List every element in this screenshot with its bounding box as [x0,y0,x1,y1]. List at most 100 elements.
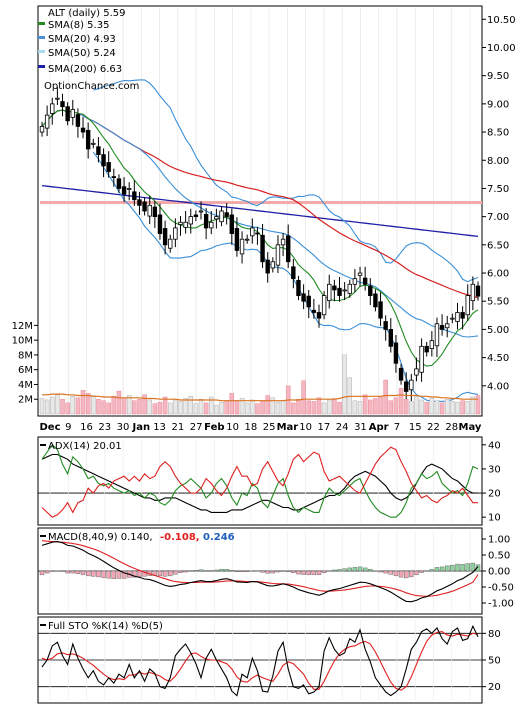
volume-bar [220,402,224,414]
osc-tick-label: 0.50 [488,551,510,562]
candle-up [451,318,455,319]
volume-bar [440,403,444,414]
candle-up [358,273,362,275]
adx-title-swatch [40,444,46,446]
date-tick-label: 13 [153,422,166,433]
volume-bar [158,402,162,414]
candle-down [76,115,80,127]
macd-hist-label: 0.246 [203,532,235,543]
date-tick-label: 24 [336,422,349,433]
candle-down [204,214,208,228]
date-tick-label: 15 [409,422,422,433]
candle-up [148,205,152,216]
candle-down [404,382,408,392]
volume-bar [276,402,280,414]
candle-up [91,143,95,144]
candle-up [45,115,49,128]
volume-bar [476,396,480,414]
macd-histogram-bar [348,568,352,571]
candle-up [56,98,60,99]
volume-bar [409,401,413,414]
osc-tick-label: 50 [488,656,501,667]
price-tick-label: 7.00 [487,212,509,223]
macd-histogram-bar [209,570,213,571]
volume-bar [322,403,326,414]
volume-bar [96,399,100,414]
macd-histogram-bar [266,571,270,573]
volume-bar [261,401,265,414]
candle-up [245,239,249,240]
macd-histogram-bar [358,567,362,571]
volume-bar [76,398,80,414]
macd-histogram-bar [240,571,244,572]
macd-histogram-bar [163,571,167,576]
volume-bar [86,393,90,414]
legend-swatch-sma50 [38,50,45,53]
volume-bar [466,401,470,414]
candle-down [461,313,465,319]
candle-down [61,102,65,107]
price-tick-label: 9.50 [487,71,509,82]
price-tick-label: 8.50 [487,128,509,139]
macd-histogram-bar [86,571,90,576]
macd-histogram-bar [137,571,141,577]
macd-histogram-bar [384,571,388,573]
date-tick-label: 7 [394,422,400,433]
macd-histogram-bar [261,571,265,572]
macd-histogram-bar [409,571,413,577]
macd-histogram-bar [117,571,121,578]
volume-bar [317,398,321,414]
candle-down [261,235,265,262]
candle-down [302,294,306,301]
candle-up [271,262,275,268]
date-tick-label: 22 [427,422,440,433]
volume-bar [153,404,157,414]
candle-up [40,126,44,132]
volume-tick-label: 6M [18,365,33,376]
candle-up [276,245,280,265]
volume-bar [327,400,331,414]
macd-histogram-bar [220,569,224,571]
candle-up [445,324,449,328]
macd-histogram-bar [394,571,398,576]
candle-up [466,296,470,315]
legend-sma8: SMA(8) 5.35 [48,20,109,31]
date-tick-label: 10 [299,422,312,433]
date-tick-label: 25 [263,422,276,433]
candle-down [286,236,290,262]
volume-bar [112,396,116,414]
price-tick-label: 8.00 [487,156,509,167]
volume-bar [312,401,316,414]
volume-bar [266,396,270,414]
macd-histogram-bar [317,571,321,575]
candle-down [143,202,147,211]
macd-histogram-bar [204,570,208,571]
macd-histogram-bar [332,570,336,571]
candle-down [86,130,90,149]
watermark: OptionChance.com [44,81,139,92]
price-tick-label: 9.00 [487,99,509,110]
macd-title-swatch [40,535,46,537]
volume-bar [368,400,372,414]
macd-histogram-bar [414,571,418,575]
price-tick-label: 10.50 [487,15,516,26]
candle-up [456,313,460,322]
candle-down [163,228,167,244]
volume-bar [132,401,136,414]
osc-tick-label: -1.00 [488,599,514,610]
candle-up [251,228,255,236]
candle-up [410,380,414,390]
candle-down [394,343,398,363]
macd-histogram-bar [245,571,249,572]
date-tick-label: 30 [117,422,130,433]
candle-down [194,215,198,217]
candle-down [312,310,316,312]
macd-histogram-bar [466,564,470,571]
volume-bar [50,397,54,414]
volume-bar [343,355,347,414]
macd-histogram-bar [302,571,306,575]
candle-down [112,177,116,178]
macd-histogram-bar [343,569,347,571]
macd-histogram-bar [435,567,439,571]
